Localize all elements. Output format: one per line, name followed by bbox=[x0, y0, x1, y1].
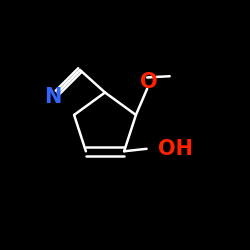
Text: N: N bbox=[44, 87, 62, 107]
Text: O: O bbox=[140, 72, 157, 92]
Text: OH: OH bbox=[158, 139, 193, 159]
